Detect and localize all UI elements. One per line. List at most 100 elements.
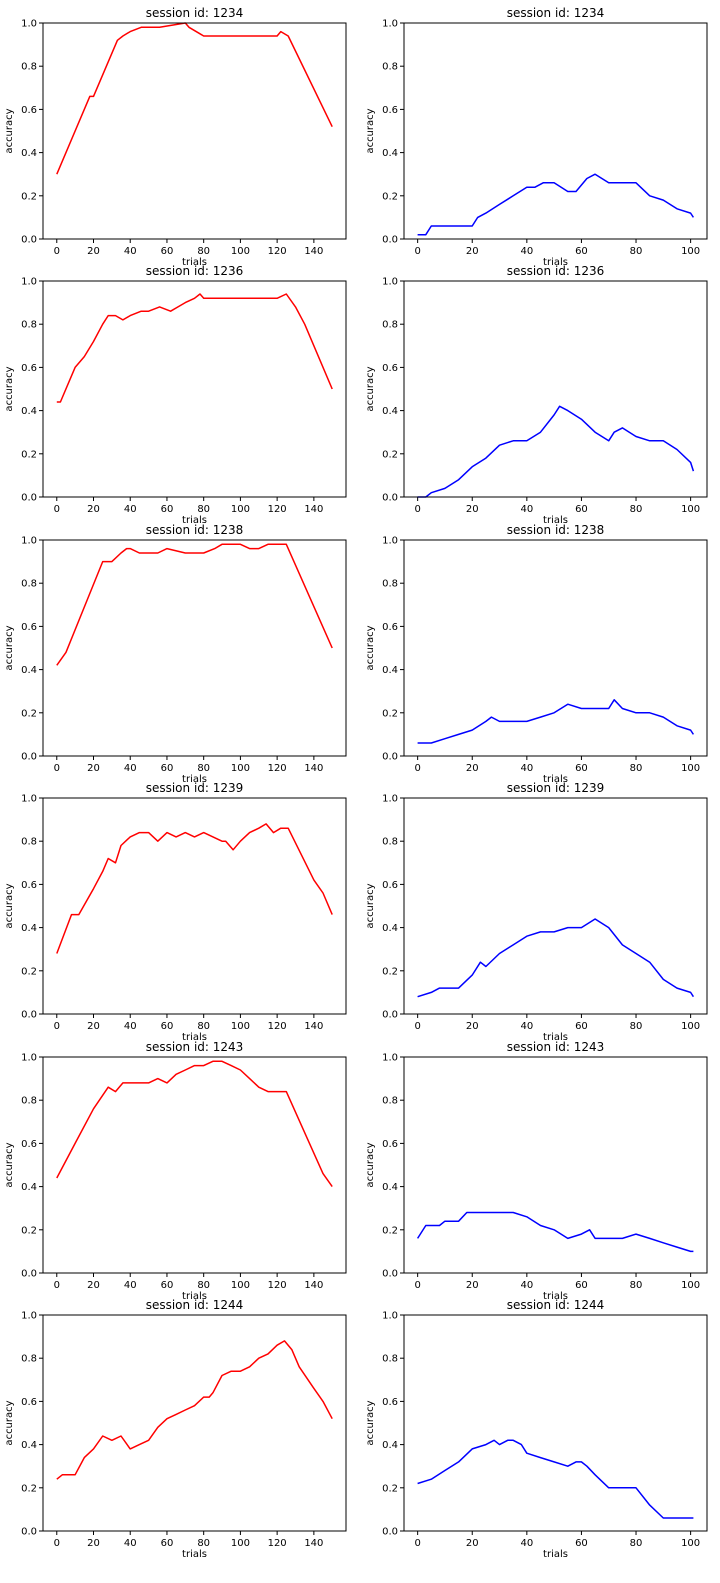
x-tick-label: 60 [575,763,588,774]
subplot-10: session id: 1243 0.0 0.2 0.4 0.6 0.8 1.0 0 20 40 6… [365,1040,708,1302]
series-line [417,918,695,998]
plot-frame [42,22,347,240]
y-tick-label: 0.2 [21,191,37,202]
series-line [56,1340,333,1480]
x-tick-label: 0 [414,763,420,774]
y-tick-label: 0.8 [382,1096,398,1107]
series-line [56,22,333,175]
x-axis-label: trials [182,1032,207,1043]
y-tick-label: 0.2 [382,191,398,202]
y-tick-label: 0.2 [21,449,37,460]
subplot-title: session id: 1238 [507,523,605,537]
y-tick-label: 0.0 [382,493,398,504]
y-axis-label: accuracy [4,883,15,928]
x-tick-label: 40 [520,504,533,515]
y-tick-label: 0.4 [382,1440,398,1451]
plot-frame [403,280,708,498]
y-tick-label: 0.8 [21,320,37,331]
y-axis-label: accuracy [4,625,15,670]
x-tick-label: 120 [268,1538,287,1549]
x-tick-label: 100 [681,246,700,257]
y-tick-label: 0.6 [21,1139,37,1150]
plot-frame [42,1314,347,1532]
x-tick-label: 100 [231,504,250,515]
subplot-5: session id: 1238 0.0 0.2 0.4 0.6 0.8 1.0 0 20 40 6… [4,523,347,785]
y-tick-label: 0.8 [21,579,37,590]
x-tick-label: 0 [54,1280,60,1291]
subplot-1: session id: 1234 0.0 0.2 0.4 0.6 0.8 1.0 0 20 40 6… [4,6,347,268]
x-tick-label: 100 [231,1021,250,1032]
y-tick-label: 0.6 [382,105,398,116]
series-line [417,173,695,236]
x-tick-label: 60 [161,246,174,257]
plot-frame [42,280,347,498]
x-tick-label: 120 [268,246,287,257]
series-line [417,1439,694,1519]
y-tick-label: 0.2 [21,966,37,977]
x-tick-label: 20 [87,246,100,257]
y-tick-label: 0.4 [21,406,37,417]
subplot-2: session id: 1234 0.0 0.2 0.4 0.6 0.8 1.0 0 20 40 6… [365,6,708,268]
y-tick-label: 0.0 [21,493,37,504]
y-tick-label: 0.0 [21,1269,37,1280]
y-tick-label: 1.0 [21,277,37,288]
y-tick-label: 0.0 [21,1010,37,1021]
subplot-3: session id: 1236 0.0 0.2 0.4 0.6 0.8 1.0 0 20 40 6… [4,264,347,526]
y-tick-label: 0.0 [21,752,37,763]
x-tick-label: 40 [124,504,137,515]
x-tick-label: 20 [466,504,479,515]
x-tick-label: 80 [197,504,210,515]
x-axis-label: trials [182,515,207,526]
y-tick-label: 1.0 [382,794,398,805]
x-tick-label: 140 [304,1021,323,1032]
subplot-title: session id: 1238 [146,523,244,537]
x-tick-label: 60 [575,504,588,515]
plot-frame [403,1056,708,1274]
x-tick-label: 120 [268,763,287,774]
y-tick-label: 1.0 [382,277,398,288]
y-tick-label: 0.6 [382,1397,398,1408]
subplot-title: session id: 1236 [507,264,605,278]
x-tick-label: 140 [304,1538,323,1549]
x-tick-label: 120 [268,504,287,515]
x-tick-label: 60 [575,1280,588,1291]
x-tick-label: 40 [520,1538,533,1549]
subplot-12: session id: 1244 0.0 0.2 0.4 0.6 0.8 1.0 0 20 40 6… [365,1298,708,1560]
x-tick-label: 20 [87,1280,100,1291]
y-tick-label: 0.8 [382,62,398,73]
y-tick-label: 1.0 [21,1053,37,1064]
x-axis-label: trials [543,1549,568,1560]
plot-frame [42,797,347,1015]
x-tick-label: 60 [161,1021,174,1032]
x-axis-label: trials [182,257,207,268]
x-tick-label: 120 [268,1021,287,1032]
x-tick-label: 20 [87,1538,100,1549]
y-tick-label: 0.6 [21,363,37,374]
x-tick-label: 140 [304,763,323,774]
x-tick-label: 0 [54,763,60,774]
y-tick-label: 0.8 [382,320,398,331]
plot-frame [403,797,708,1015]
x-tick-label: 0 [414,1280,420,1291]
subplot-8: session id: 1239 0.0 0.2 0.4 0.6 0.8 1.0 0 20 40 6… [365,781,708,1043]
x-tick-label: 80 [197,1021,210,1032]
y-tick-label: 0.0 [382,235,398,246]
series-line [56,823,333,954]
subplot-6: session id: 1238 0.0 0.2 0.4 0.6 0.8 1.0 0 20 40 6… [365,523,708,785]
y-axis-label: accuracy [4,1142,15,1187]
subplot-title: session id: 1234 [507,6,605,20]
x-tick-label: 100 [231,763,250,774]
y-tick-label: 0.8 [21,1354,37,1365]
subplot-title: session id: 1236 [146,264,244,278]
x-tick-label: 80 [197,1538,210,1549]
series-line [417,699,695,744]
x-tick-label: 40 [124,763,137,774]
y-tick-label: 0.4 [382,1182,398,1193]
subplot-title: session id: 1244 [146,1298,244,1312]
x-tick-label: 0 [54,1021,60,1032]
y-tick-label: 0.4 [21,923,37,934]
y-tick-label: 0.6 [21,622,37,633]
subplot-4: session id: 1236 0.0 0.2 0.4 0.6 0.8 1.0 0 20 40 6… [365,264,708,526]
y-axis-label: accuracy [365,625,376,670]
x-tick-label: 100 [681,504,700,515]
